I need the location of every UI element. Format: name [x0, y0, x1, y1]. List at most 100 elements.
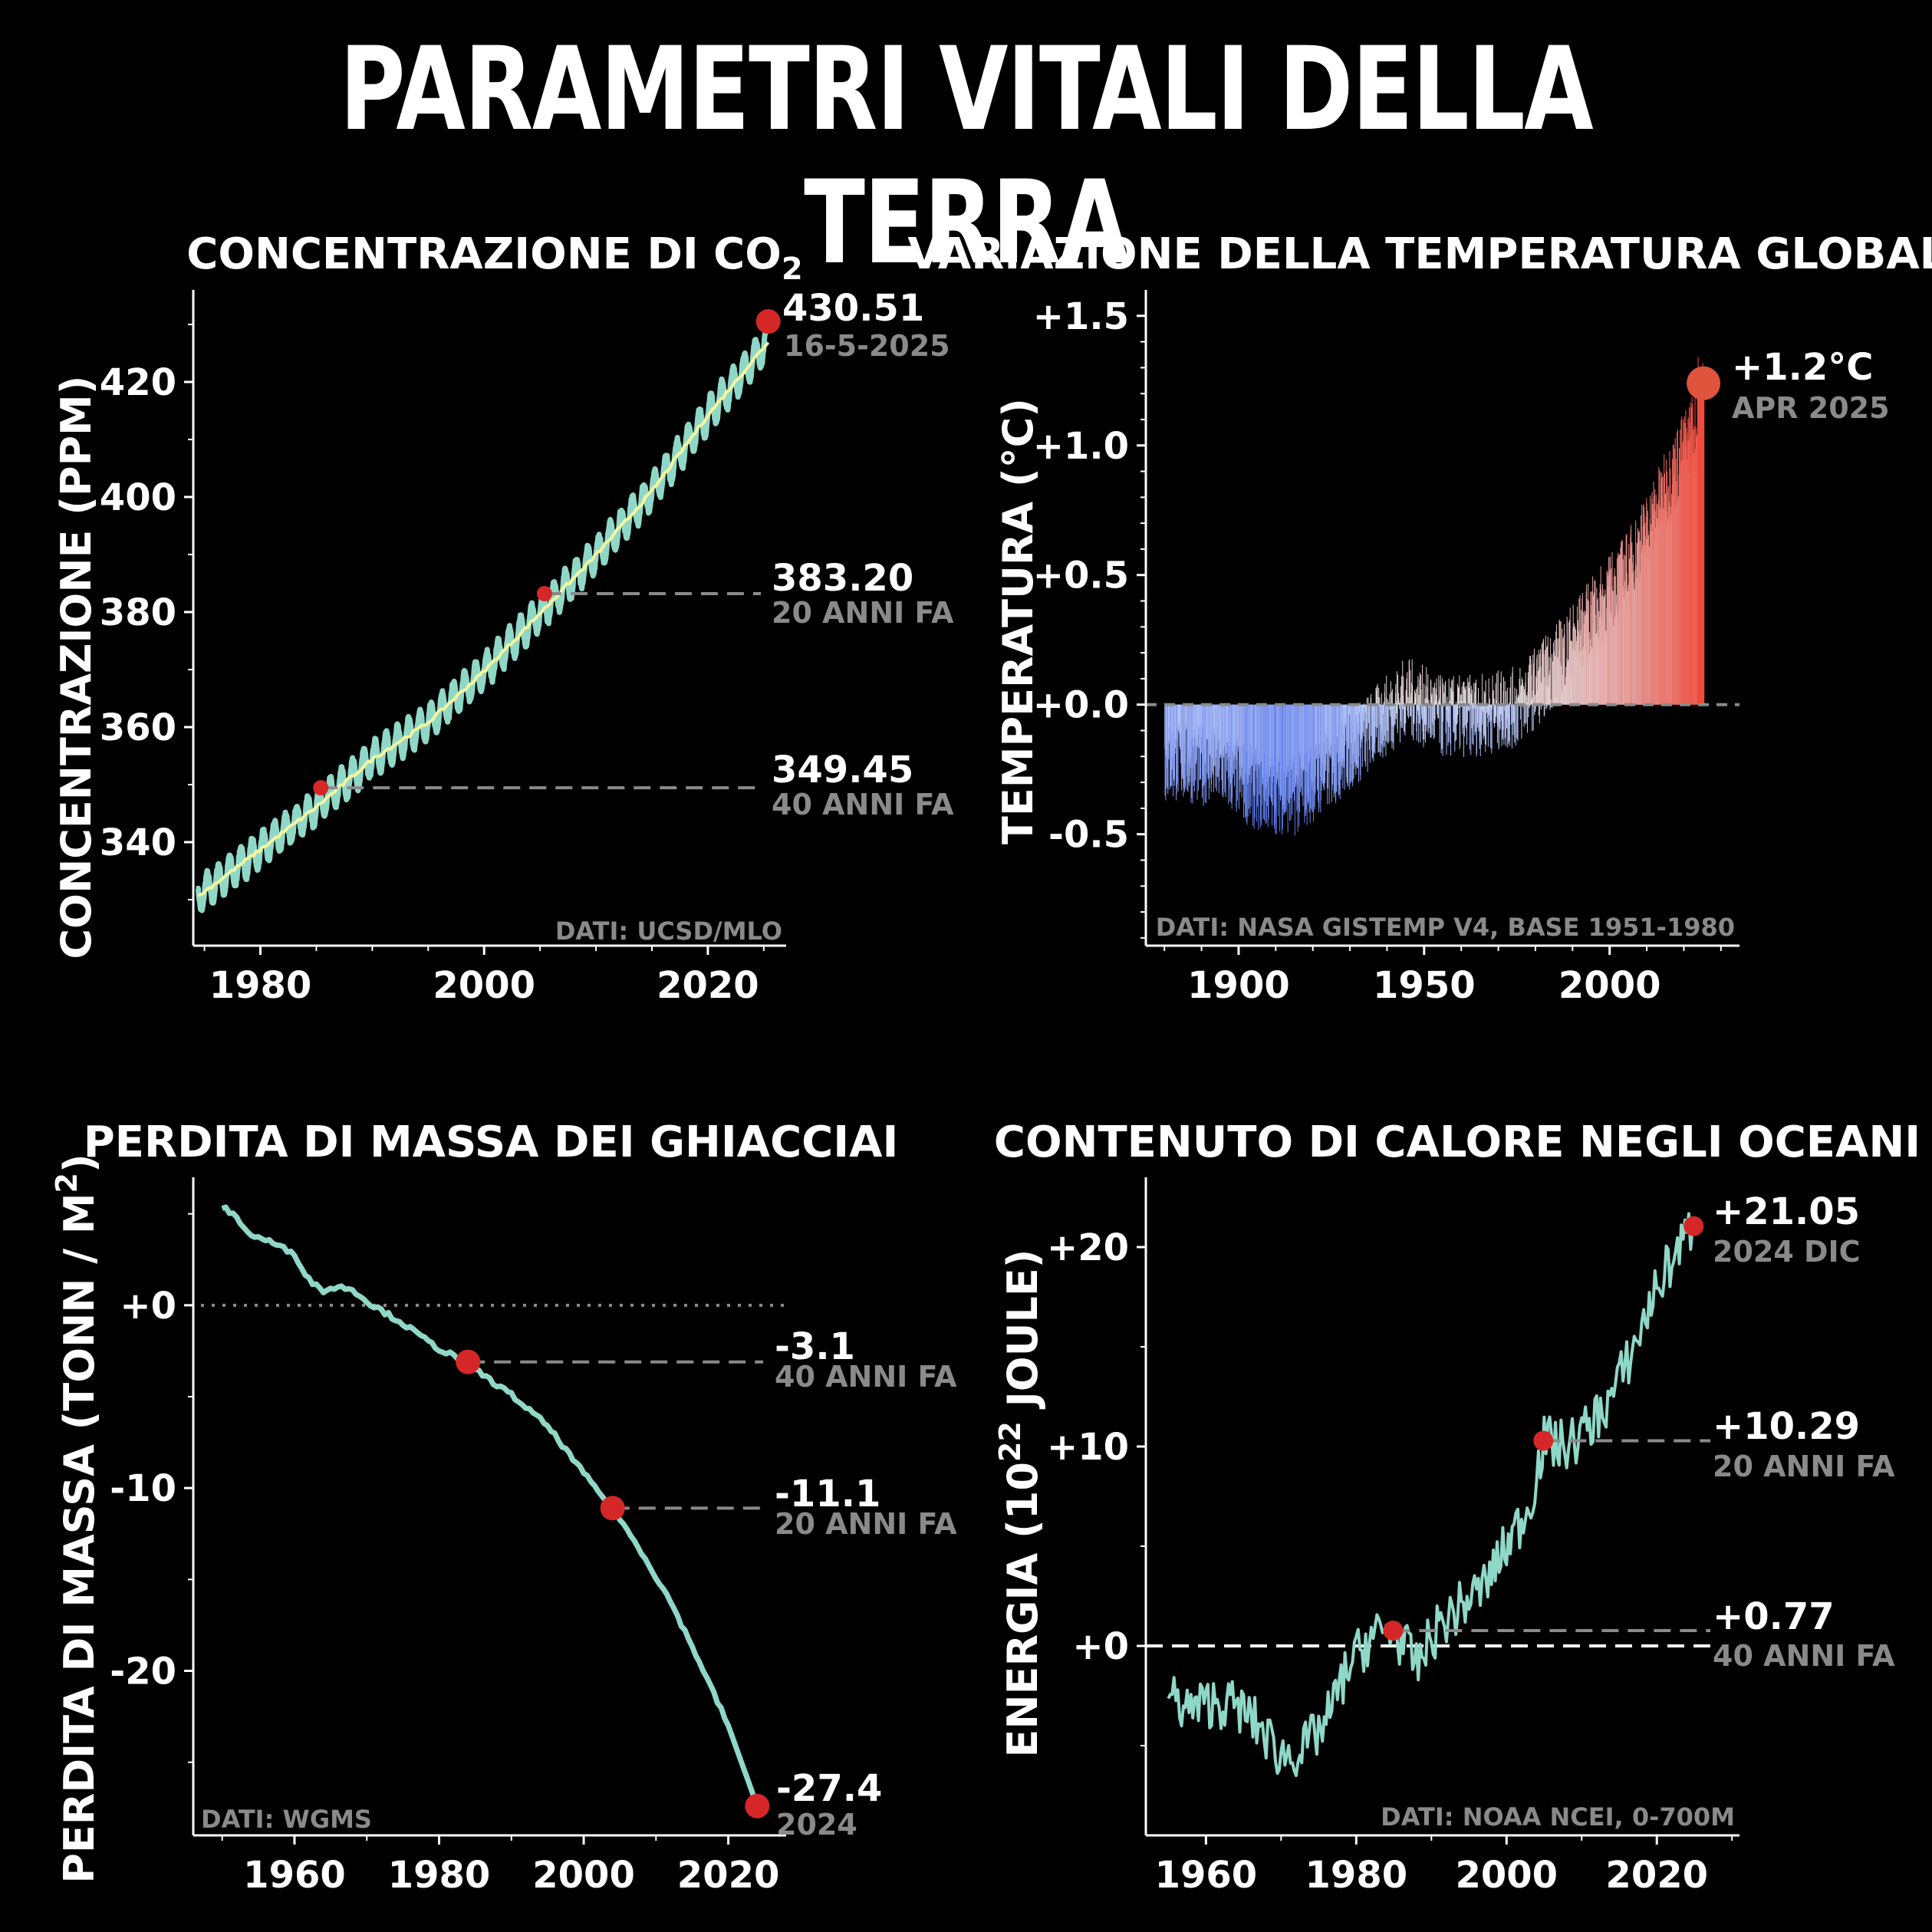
- temperature-bar: [1327, 704, 1328, 805]
- temperature-bar: [1228, 704, 1229, 805]
- temperature-current-value: +1.2°C: [1732, 346, 1873, 389]
- temperature-bar: [1553, 650, 1555, 705]
- temperature-bar: [1428, 699, 1430, 705]
- temperature-bar: [1328, 704, 1330, 804]
- temperature-bar: [1514, 704, 1516, 743]
- temperature-bar: [1395, 683, 1397, 705]
- temperature-bar: [1229, 704, 1231, 802]
- temperature-bar: [1543, 654, 1545, 705]
- temperature-bar: [1460, 694, 1462, 705]
- ocean-ann1-value: +10.29: [1713, 1405, 1860, 1448]
- temperature-bar: [1533, 648, 1535, 705]
- temperature-bar: [1471, 690, 1473, 705]
- temperature-bar: [1517, 704, 1519, 741]
- temperature-bar: [1383, 704, 1384, 714]
- temperature-bar: [1372, 704, 1374, 757]
- temperature-bar: [1384, 683, 1386, 705]
- temperature-bar: [1524, 704, 1526, 723]
- temperature-source: DATI: NASA GISTEMP V4, BASE 1951-1980: [1156, 913, 1735, 942]
- glacier-ylabel: PERDITA DI MASSA (TONN / M2): [50, 1154, 104, 1883]
- co2-y-tick-label: 420: [100, 361, 176, 404]
- temperature-bar: [1409, 659, 1410, 705]
- temperature-bar: [1387, 699, 1388, 705]
- temperature-bar: [1389, 704, 1391, 710]
- temperature-bar: [1428, 704, 1430, 729]
- temperature-bar: [1453, 704, 1455, 733]
- temperature-bar: [1432, 704, 1433, 736]
- temperature-bar: [1395, 704, 1397, 719]
- temperature-bar: [1434, 704, 1436, 720]
- temperature-x-tick-label: 1900: [1187, 964, 1290, 1007]
- temperature-bar: [1434, 683, 1436, 705]
- temperature-bar: [1431, 693, 1433, 705]
- temperature-bar: [1378, 687, 1380, 705]
- temperature-bar: [1514, 687, 1516, 705]
- temperature-bar: [1365, 704, 1367, 742]
- ocean-y-tick-label: +20: [1047, 1226, 1129, 1269]
- temperature-bar: [1406, 678, 1407, 705]
- temperature-bar: [1493, 704, 1495, 728]
- temperature-bar: [1582, 612, 1584, 705]
- temperature-bar: [1578, 598, 1580, 705]
- temperature-bar: [1397, 704, 1398, 734]
- temperature-bar: [1423, 683, 1425, 705]
- temperature-bar: [1447, 704, 1449, 746]
- temperature-bar: [1198, 704, 1200, 791]
- temperature-bar: [1521, 704, 1522, 739]
- temperature-bar: [1356, 704, 1358, 766]
- temperature-bar: [1206, 704, 1207, 773]
- glacier-plot: [201, 1204, 786, 1818]
- temperature-bar: [1433, 687, 1435, 705]
- temperature-plot: [1146, 357, 1739, 836]
- temperature-bar: [1516, 689, 1517, 705]
- temperature-bar: [1420, 690, 1422, 705]
- temperature-bar: [1351, 704, 1352, 764]
- temperature-bar: [1417, 676, 1419, 705]
- temperature-bar: [1190, 704, 1192, 803]
- temperature-bar: [1523, 686, 1525, 705]
- temperature-bar: [1518, 696, 1519, 705]
- glacier-y-tick-label: -10: [110, 1467, 176, 1510]
- temperature-bar: [1354, 704, 1356, 742]
- temperature-bar: [1477, 688, 1479, 705]
- glacier-axes: 1960 1980 2000 2020 -20 -10 +0: [110, 1177, 786, 1897]
- temperature-bar: [1397, 693, 1399, 705]
- temperature-bar: [1591, 591, 1592, 705]
- temperature-bar: [1390, 704, 1391, 717]
- temperature-bar: [1445, 680, 1447, 705]
- temperature-bar: [1522, 683, 1524, 705]
- temperature-bar: [1482, 673, 1483, 705]
- temperature-bar: [1466, 704, 1468, 745]
- temperature-bar: [1369, 704, 1371, 763]
- temperature-bar: [1193, 704, 1195, 792]
- temperature-bar: [1516, 697, 1518, 705]
- temperature-bar: [1508, 704, 1509, 745]
- temperature-bar: [1560, 621, 1562, 705]
- glacier-line: [221, 1204, 760, 1808]
- temperature-bar: [1258, 704, 1259, 830]
- temperature-bar: [1200, 704, 1202, 753]
- temperature-bar: [1396, 701, 1397, 705]
- temperature-bar: [1539, 653, 1541, 705]
- temperature-bar: [1443, 693, 1445, 705]
- ocean-ann1-label: 20 ANNI FA: [1713, 1450, 1895, 1483]
- temperature-bar: [1450, 686, 1451, 705]
- temperature-bar: [1420, 674, 1421, 705]
- temperature-bar: [1485, 704, 1486, 752]
- temperature-bar: [1492, 704, 1493, 709]
- temperature-bar: [1516, 704, 1518, 739]
- temperature-bar: [1459, 675, 1460, 705]
- temperature-bar: [1503, 704, 1505, 711]
- temperature-bar: [1249, 704, 1251, 815]
- temperature-bar: [1371, 704, 1373, 759]
- temperature-bar: [1425, 704, 1427, 726]
- glacier-marker-current: [745, 1793, 770, 1818]
- temperature-bar: [1442, 678, 1443, 705]
- co2-y-tick-label: 380: [100, 591, 176, 634]
- temperature-y-tick-label: +0.5: [1033, 555, 1129, 597]
- temperature-bar: [1520, 685, 1522, 705]
- ocean-x-tick-label: 2000: [1455, 1854, 1558, 1897]
- temperature-bar: [1236, 704, 1237, 812]
